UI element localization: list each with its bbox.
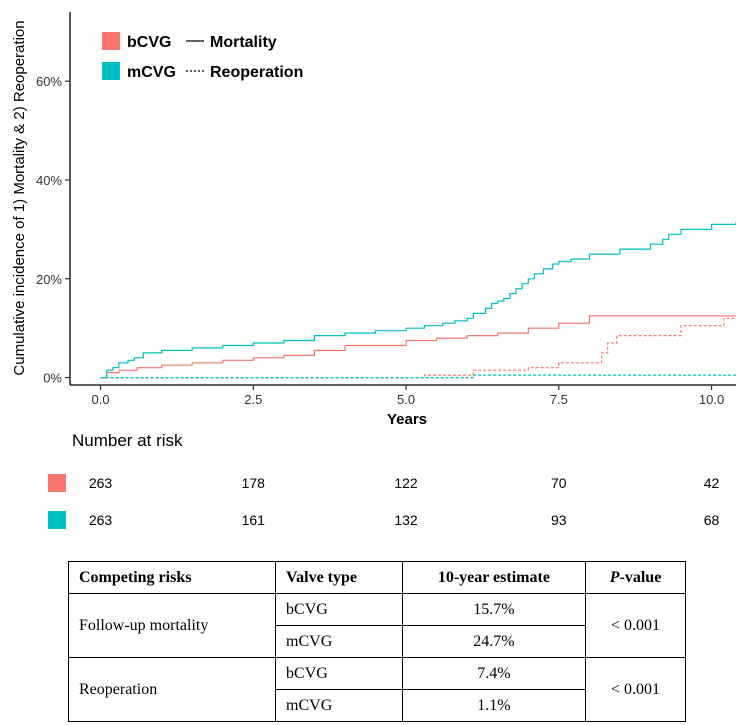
risk-count: 263 [88, 512, 113, 528]
risk-row-bcvg: 263 178 122 70 42 [0, 473, 736, 493]
legend-label-bcvg: bCVG [127, 34, 171, 51]
estimate-cell: 24.7% [401, 625, 587, 658]
estimate-cell: 7.4% [401, 657, 587, 690]
series-bcvg-reoperation [100, 317, 736, 379]
risk-row-mcvg: 263 161 132 93 68 [0, 510, 736, 530]
p-value-italic: P [609, 568, 620, 586]
legend-label-mortality: Mortality [210, 34, 277, 51]
risk-count: 42 [703, 475, 720, 491]
p-value-cell: < 0.001 [585, 593, 686, 658]
legend-label-mcvg: mCVG [127, 64, 176, 81]
x-tick-label: 2.5 [244, 392, 262, 407]
competing-risks-table: Competing risks Valve type 10-year estim… [67, 561, 686, 722]
valve-cell: bCVG [275, 593, 403, 626]
risk-count: 263 [88, 475, 113, 491]
header-estimate: 10-year estimate [401, 561, 587, 594]
legend-swatch-bcvg [102, 32, 120, 50]
valve-cell: bCVG [275, 657, 403, 690]
risk-swatch-bcvg [48, 474, 66, 492]
risk-count: 178 [241, 475, 265, 491]
risk-swatch-mcvg [48, 511, 66, 529]
series-mcvg-mortality [100, 222, 736, 379]
risk-count: 161 [241, 512, 265, 528]
series-bcvg-mortality [100, 315, 736, 379]
header-p-value: P-value [585, 561, 686, 594]
x-ticks: 0.0 2.5 5.0 7.5 10.0 [92, 385, 724, 407]
header-competing-risks: Competing risks [67, 561, 277, 594]
table-row: Reoperation bCVG 7.4% < 0.001 [67, 657, 686, 722]
y-ticks: 0% 20% 40% 60% [36, 74, 70, 386]
risk-cell: Reoperation [67, 657, 277, 722]
risk-count: 93 [551, 512, 567, 528]
x-tick-label: 5.0 [397, 392, 415, 407]
y-axis-label: Cumulative incidence of 1) Mortality & 2… [11, 20, 28, 375]
p-value-cell: < 0.001 [585, 657, 686, 722]
valve-cell: mCVG [275, 689, 403, 722]
risk-count: 70 [551, 475, 567, 491]
risk-count: 68 [703, 512, 720, 528]
valve-cell: mCVG [275, 625, 403, 658]
estimate-cell: 15.7% [401, 593, 587, 626]
series-mcvg-reoperation [100, 373, 736, 379]
x-axis-label: Years [387, 411, 427, 425]
p-value-rest: -value [619, 568, 662, 586]
legend-label-reoperation: Reoperation [210, 64, 303, 81]
estimate-cell: 1.1% [401, 689, 587, 722]
series-layer [100, 222, 736, 379]
y-tick-label: 60% [36, 74, 62, 89]
cumulative-incidence-chart: Cumulative incidence of 1) Mortality & 2… [11, 12, 736, 425]
risk-count: 132 [394, 512, 418, 528]
number-at-risk-title: Number at risk [72, 431, 183, 450]
y-tick-label: 40% [36, 173, 62, 188]
y-tick-label: 20% [36, 272, 62, 287]
table-row: Follow-up mortality bCVG 15.7% < 0.001 [67, 593, 686, 658]
y-tick-label: 0% [43, 371, 62, 386]
x-tick-label: 7.5 [550, 392, 568, 407]
legend-swatch-mcvg [102, 62, 120, 80]
table-header-row: Competing risks Valve type 10-year estim… [67, 561, 686, 594]
legend: bCVG mCVG Mortality Reoperation [102, 32, 303, 81]
risk-count: 122 [394, 475, 418, 491]
table-row: mCVG 1.1% [69, 689, 686, 722]
x-tick-label: 10.0 [699, 392, 724, 407]
x-tick-label: 0.0 [92, 392, 110, 407]
header-valve-type: Valve type [275, 561, 403, 594]
risk-cell: Follow-up mortality [67, 593, 277, 658]
